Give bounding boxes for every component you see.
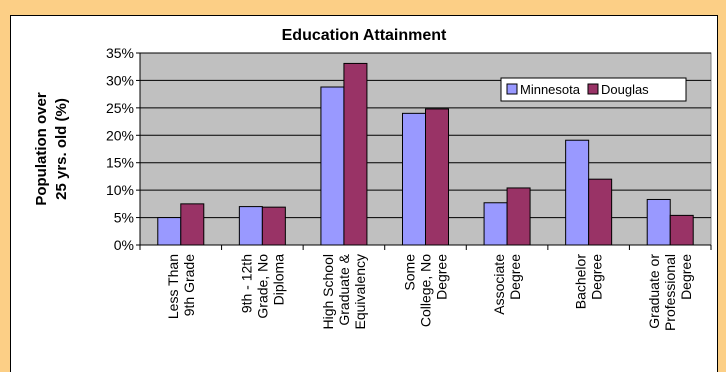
x-tick-labels: Less Than 9th Grade 9th - 12th Grade, No Dip… — [165, 253, 694, 331]
bar-douglas-5 — [588, 178, 613, 246]
legend-swatch-douglas — [587, 83, 599, 95]
legend-swatch-minnesota — [506, 83, 518, 95]
x-tick-label: Degree — [678, 254, 694, 300]
x-tick-label: Less Than — [165, 254, 181, 319]
x-tick-label: Professional — [662, 254, 678, 331]
bar-douglas-3 — [425, 108, 449, 246]
chart-panel: Education Attainment Population over 25 y… — [10, 15, 718, 372]
y-tick-label: 10% — [106, 182, 134, 198]
x-tick-label: Graduate or — [646, 254, 662, 329]
x-tick-label: 9th - 12th — [238, 254, 254, 313]
y-tick-label: 35% — [106, 45, 134, 61]
x-tick-label: College, No — [418, 254, 434, 327]
x-tick-label: Degree — [507, 254, 523, 300]
x-tick-label: Bachelor — [573, 254, 589, 310]
bar-douglas-2 — [343, 62, 368, 246]
legend-label-douglas: Douglas — [601, 82, 649, 97]
legend: Minnesota Douglas — [500, 77, 687, 102]
x-tick-label: Grade, No — [254, 254, 270, 319]
y-axis-label: Population over 25 yrs. old (%) — [33, 92, 70, 206]
y-tick-label: 30% — [106, 72, 134, 88]
bar-chart: Education Attainment Population over 25 y… — [33, 27, 712, 331]
bar-douglas-0 — [180, 203, 205, 246]
bar-douglas-1 — [261, 206, 286, 246]
bar-douglas-6 — [669, 214, 694, 246]
axes — [139, 53, 712, 250]
y-tick-label: 20% — [106, 127, 134, 143]
y-tick-label: 0% — [114, 237, 134, 253]
bar-minnesota-4 — [483, 202, 508, 246]
bar-minnesota-1 — [238, 206, 263, 246]
bar-minnesota-0 — [157, 217, 182, 246]
x-tick-label: 9th Grade — [181, 254, 197, 316]
y-tick-labels: 0% 5% 10% 15% 20% 25% 30% 35% — [106, 45, 134, 253]
bar-minnesota-2 — [320, 86, 345, 246]
x-tick-label: Degree — [589, 254, 605, 300]
y-tick-label: 25% — [106, 100, 134, 116]
bar-minnesota-6 — [646, 198, 671, 246]
bar-minnesota-3 — [402, 112, 426, 246]
y-tick-label: 15% — [106, 155, 134, 171]
x-tick-label: Graduate & — [336, 253, 352, 325]
chart-title: Education Attainment — [282, 27, 447, 44]
x-tick-label: High School — [320, 254, 336, 330]
bar-douglas-4 — [506, 187, 531, 246]
y-axis-label-line: Population over — [33, 92, 50, 206]
legend-label-minnesota: Minnesota — [520, 82, 581, 97]
x-tick-label: Some — [402, 254, 418, 291]
x-tick-label: Associate — [491, 254, 507, 315]
bars — [157, 62, 694, 246]
x-tick-label: Degree — [434, 254, 450, 300]
x-tick-label: Diploma — [270, 254, 286, 306]
y-tick-label: 5% — [114, 210, 134, 226]
y-axis-label-line: 25 yrs. old (%) — [53, 98, 70, 200]
bar-minnesota-5 — [565, 139, 590, 246]
x-tick-label: Equivalency — [352, 254, 368, 330]
